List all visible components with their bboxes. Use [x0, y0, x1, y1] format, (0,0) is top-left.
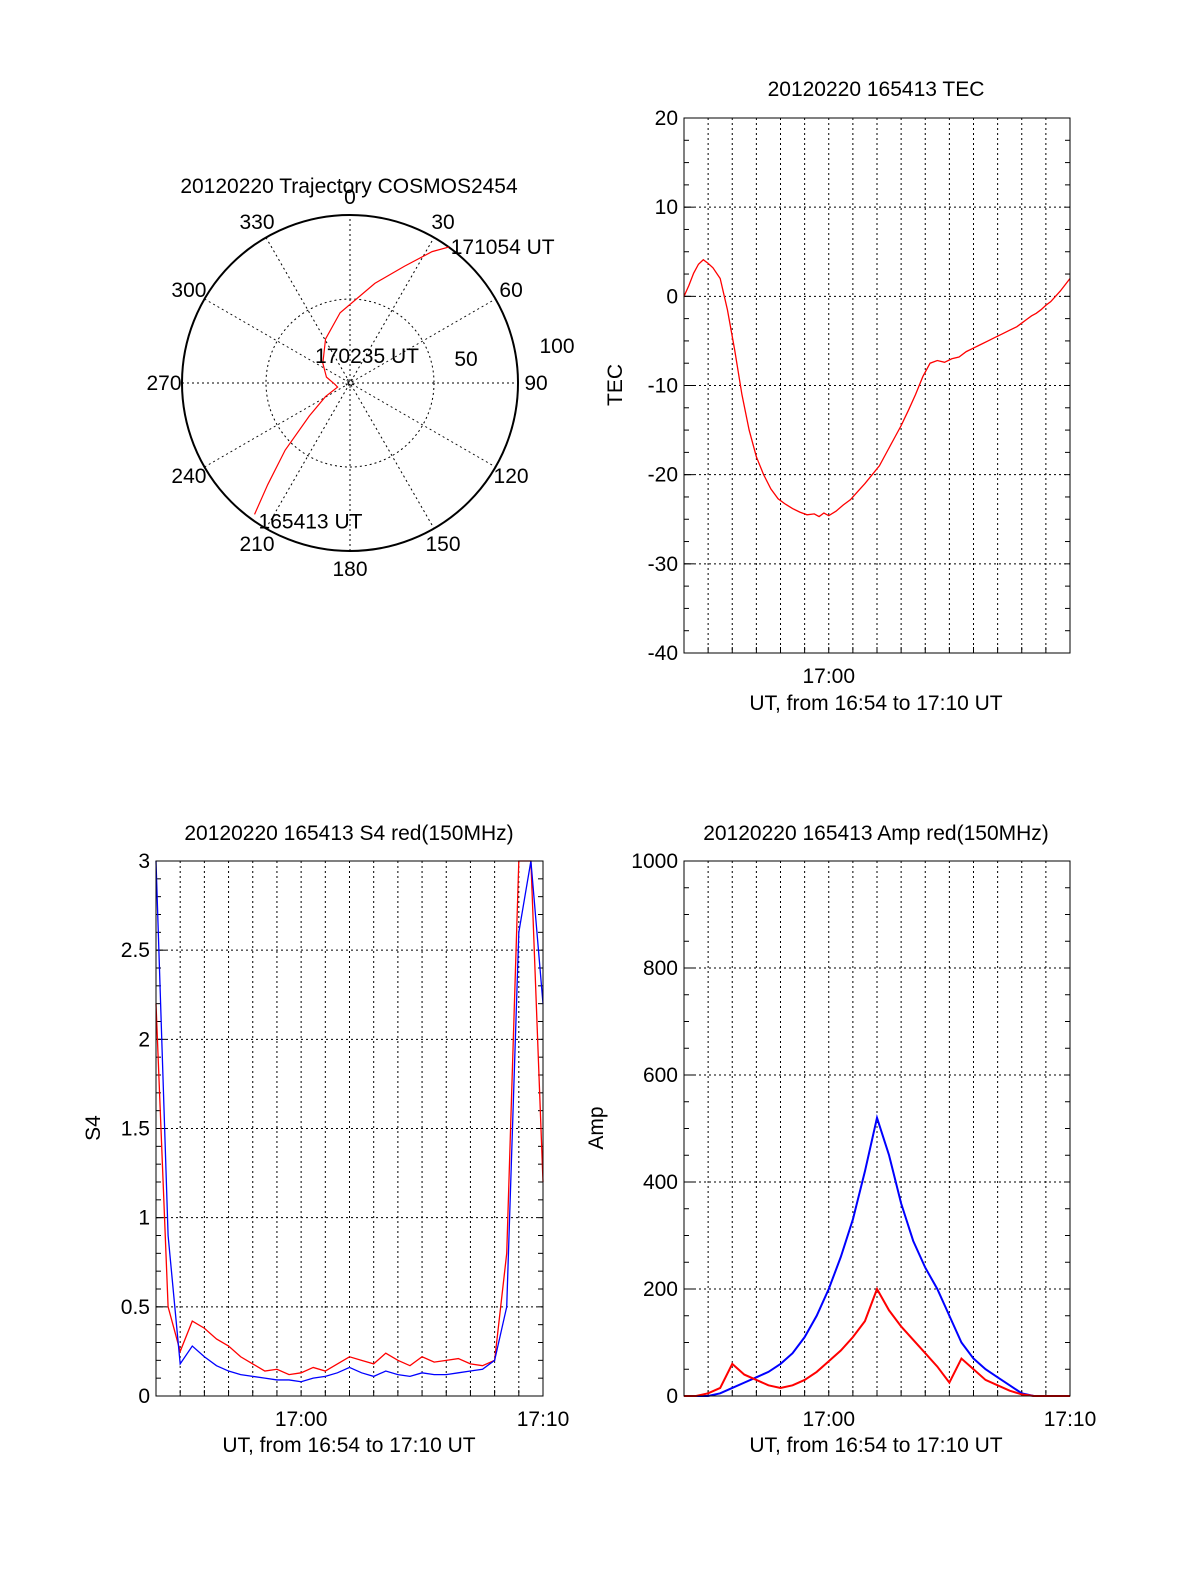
polar-azimuth-label: 300	[171, 279, 206, 302]
polar-azimuth-label: 210	[239, 533, 274, 556]
polar-title: 20120220 Trajectory COSMOS2454	[180, 175, 518, 198]
y-tick-label: 600	[643, 1064, 678, 1087]
polar-azimuth-label: 120	[494, 465, 529, 488]
polar-azimuth-label: 60	[499, 279, 522, 302]
polar-elevation-label: 100	[539, 335, 574, 358]
x-tick-label: 17:00	[802, 665, 855, 688]
polar-spoke-30	[265, 237, 435, 529]
series-line-0	[683, 258, 1071, 518]
s4-ylabel: S4	[82, 1115, 105, 1141]
trajectory-end-label: 171054 UT	[451, 236, 555, 259]
y-tick-label: -10	[648, 375, 678, 398]
s4-plot-area: 3 2.5 2 1.5 1 0.5 0 17:00 17:10	[121, 850, 569, 1431]
y-tick-label: 1000	[631, 850, 678, 873]
y-tick-label: 10	[655, 196, 678, 219]
trajectory-start-label: 165413 UT	[259, 510, 363, 533]
polar-spoke-150	[265, 237, 435, 529]
tec-chart-panel: 20120220 165413 TEC UT, from 16:54 to 17…	[604, 78, 1071, 715]
x-tick-label: 17:10	[517, 1408, 570, 1431]
amp-title: 20120220 165413 Amp red(150MHz)	[703, 822, 1049, 845]
tec-title: 20120220 165413 TEC	[768, 78, 985, 101]
series-line-1	[155, 860, 544, 1383]
polar-azimuth-label: 30	[431, 211, 454, 234]
polar-spoke-60	[204, 298, 496, 468]
y-tick-label: 3	[138, 850, 150, 873]
y-tick-label: 2	[138, 1028, 150, 1051]
polar-azimuth-label: 150	[425, 533, 460, 556]
polar-trajectory-panel: 20120220 Trajectory COSMOS2454 0 30 60 90 12…	[146, 175, 574, 581]
amp-chart-panel: 20120220 165413 Amp red(150MHz) UT, from…	[585, 822, 1096, 1457]
x-tick-label: 17:10	[1044, 1408, 1097, 1431]
plot-frame	[155, 860, 544, 1397]
amp-plot-area: 1000 800 600 400 200 0 17:00 17:10	[631, 850, 1096, 1431]
tec-xlabel: UT, from 16:54 to 17:10 UT	[749, 692, 1002, 715]
y-tick-label: 0.5	[121, 1296, 150, 1319]
polar-azimuth-label: 180	[332, 558, 367, 581]
y-tick-label: 0	[666, 1385, 678, 1408]
polar-spoke-120	[204, 298, 496, 468]
amp-xlabel: UT, from 16:54 to 17:10 UT	[749, 1434, 1002, 1457]
series-line-1	[684, 1286, 1070, 1397]
y-tick-label: 400	[643, 1171, 678, 1194]
y-tick-label: 2.5	[121, 939, 150, 962]
amp-ylabel: Amp	[585, 1106, 608, 1149]
polar-azimuth-label: 90	[524, 372, 547, 395]
y-tick-label: -40	[648, 642, 678, 665]
polar-trajectory-line	[253, 246, 449, 515]
s4-xlabel: UT, from 16:54 to 17:10 UT	[222, 1434, 475, 1457]
polar-azimuth-label: 330	[239, 211, 274, 234]
s4-title: 20120220 165413 S4 red(150MHz)	[184, 822, 513, 845]
plot-frame	[683, 117, 1071, 654]
series-line-0	[684, 1114, 1070, 1397]
y-tick-label: 800	[643, 957, 678, 980]
y-tick-label: 0	[138, 1385, 150, 1408]
plot-frame	[683, 860, 1071, 1397]
y-tick-label: 1.5	[121, 1118, 150, 1141]
x-tick-label: 17:00	[802, 1408, 855, 1431]
y-tick-label: -20	[648, 464, 678, 487]
y-tick-label: 1	[138, 1207, 150, 1230]
polar-plot-area: 0 30 60 90 120 150 180 210 240 270 300 330 50 100 1654…	[146, 186, 574, 581]
y-tick-label: -30	[648, 553, 678, 576]
tec-plot-area: 20 10 0 -10 -20 -30 -40 17:00	[648, 107, 1071, 688]
y-tick-label: 0	[666, 285, 678, 308]
polar-azimuth-label: 240	[171, 465, 206, 488]
polar-azimuth-label: 270	[146, 372, 181, 395]
x-tick-label: 17:00	[275, 1408, 328, 1431]
tec-ylabel: TEC	[604, 364, 627, 406]
y-tick-label: 200	[643, 1278, 678, 1301]
s4-chart-panel: 20120220 165413 S4 red(150MHz) UT, from …	[82, 822, 569, 1457]
polar-azimuth-label: 0	[344, 186, 356, 209]
polar-elevation-label: 50	[454, 348, 477, 371]
series-line-0	[155, 860, 544, 1376]
y-tick-label: 20	[655, 107, 678, 130]
trajectory-mid-label: 170235 UT	[315, 345, 419, 368]
